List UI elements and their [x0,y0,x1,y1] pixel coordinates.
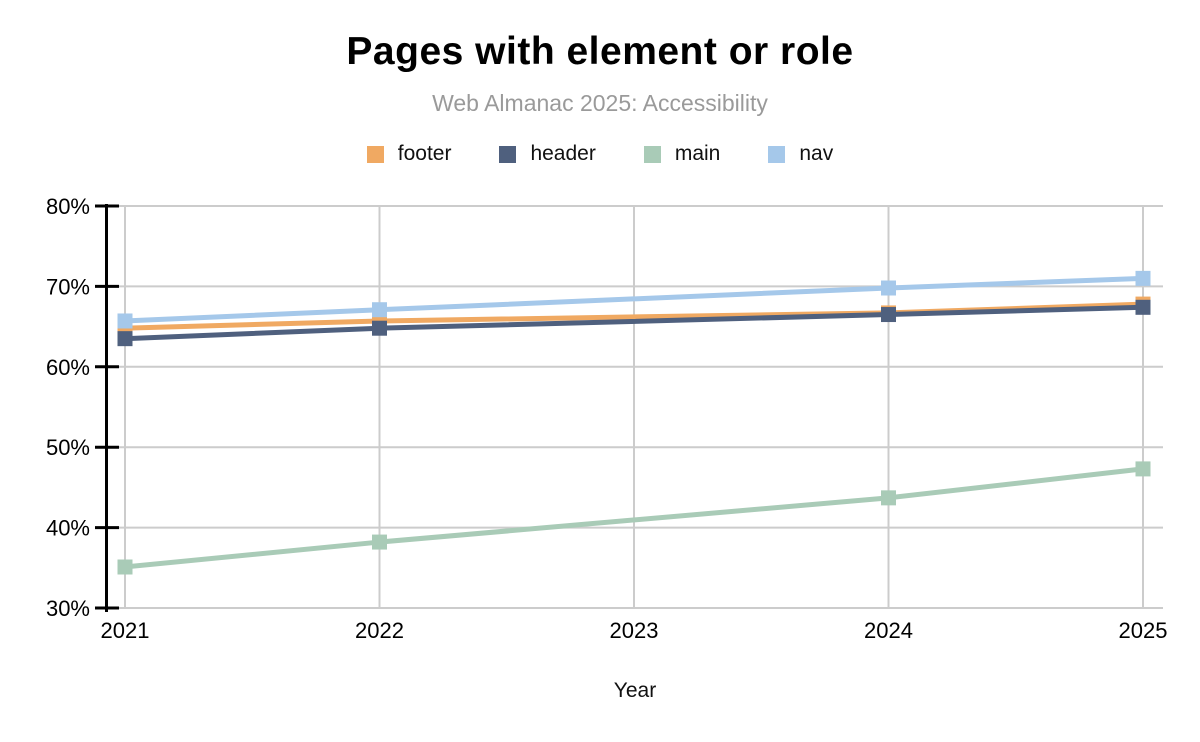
marker-header-2022 [372,320,387,336]
x-axis-tick-label: 2025 [1119,618,1168,643]
marker-nav-2025 [1135,270,1151,286]
marker-header-2025 [1135,299,1151,315]
series-line-header [124,304,1144,342]
legend-swatch-footer [366,145,384,163]
marker-nav-2024 [881,280,896,296]
marker-main-2025 [1135,461,1151,477]
marker-main-2024 [881,490,896,506]
marker-header-2024 [881,307,896,323]
x-axis-tick-label: 2023 [610,618,659,643]
series-line-nav [124,275,1144,324]
legend-label: header [530,142,596,165]
marker-nav-2021 [117,313,133,329]
x-axis-tick-label: 2022 [355,618,404,643]
y-axis-tick-label: 80% [46,194,90,219]
y-axis-tick-label: 30% [46,596,90,621]
legend-label: main [674,142,721,165]
axis-title-year: Year [614,679,656,702]
legend-label: nav [799,142,834,165]
chart-subtitle: Web Almanac 2025: Accessibility [432,90,768,116]
x-axis-tick-label: 2021 [101,618,150,643]
x-axis-tick-label: 2024 [864,618,913,643]
chart-legend: footer header main nav [0,142,1200,166]
series-line-main [124,466,1144,570]
marker-header-2021 [117,331,133,347]
legend-swatch-main [643,145,661,163]
y-axis-tick-label: 60% [46,355,90,380]
marker-main-2021 [117,559,133,575]
legend-item-footer: footer [366,142,452,166]
y-axis-tick-label: 70% [46,274,90,299]
legend-item-header: header [499,142,596,166]
legend-item-nav: nav [768,142,833,166]
y-axis-tick-label: 50% [46,435,90,460]
marker-nav-2022 [372,302,387,318]
marker-main-2022 [372,534,387,550]
legend-swatch-header [499,145,517,163]
legend-swatch-nav [768,145,786,163]
y-axis-tick-label: 40% [46,516,90,541]
legend-label: footer [397,142,452,165]
chart-title: Pages with element or role [346,30,854,73]
legend-item-main: main [643,142,721,166]
